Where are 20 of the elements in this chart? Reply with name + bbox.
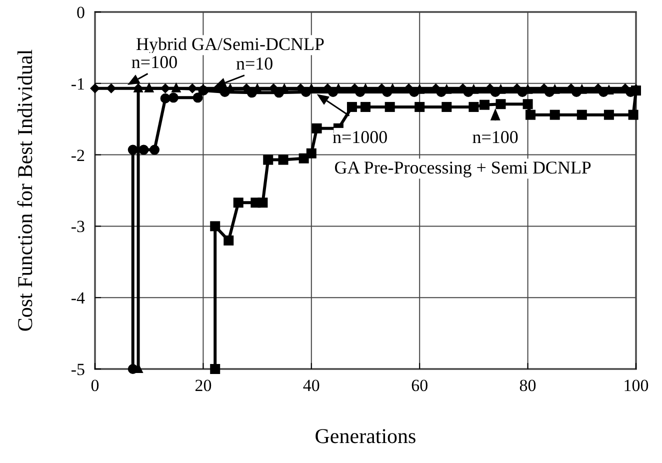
x-axis-title: Generations <box>314 424 416 448</box>
x-tick-label: 0 <box>90 376 100 395</box>
y-tick-label: -3 <box>70 217 85 236</box>
annotation: n=1000 <box>332 126 388 147</box>
x-tick-label: 80 <box>519 376 536 395</box>
y-tick-label: 0 <box>76 3 85 22</box>
x-tick-label: 60 <box>411 376 428 395</box>
annotation: n=10 <box>236 53 274 74</box>
y-tick-label: -5 <box>70 360 85 379</box>
y-tick-label: -1 <box>70 74 85 94</box>
x-tick-label: 20 <box>194 376 212 395</box>
annotation: n=100 <box>131 52 178 72</box>
annotation: n=100 <box>472 126 518 147</box>
y-tick-label: -4 <box>70 288 86 308</box>
annotation: GA Pre-Processing + Semi DCNLP <box>334 158 592 178</box>
y-axis-title: Cost Function for Best Individual <box>13 49 37 332</box>
y-tick-label: -2 <box>70 146 85 165</box>
x-tick-label: 40 <box>302 376 320 395</box>
x-tick-label: 100 <box>623 376 649 395</box>
annotation: Hybrid GA/Semi-DCNLP <box>136 34 324 54</box>
